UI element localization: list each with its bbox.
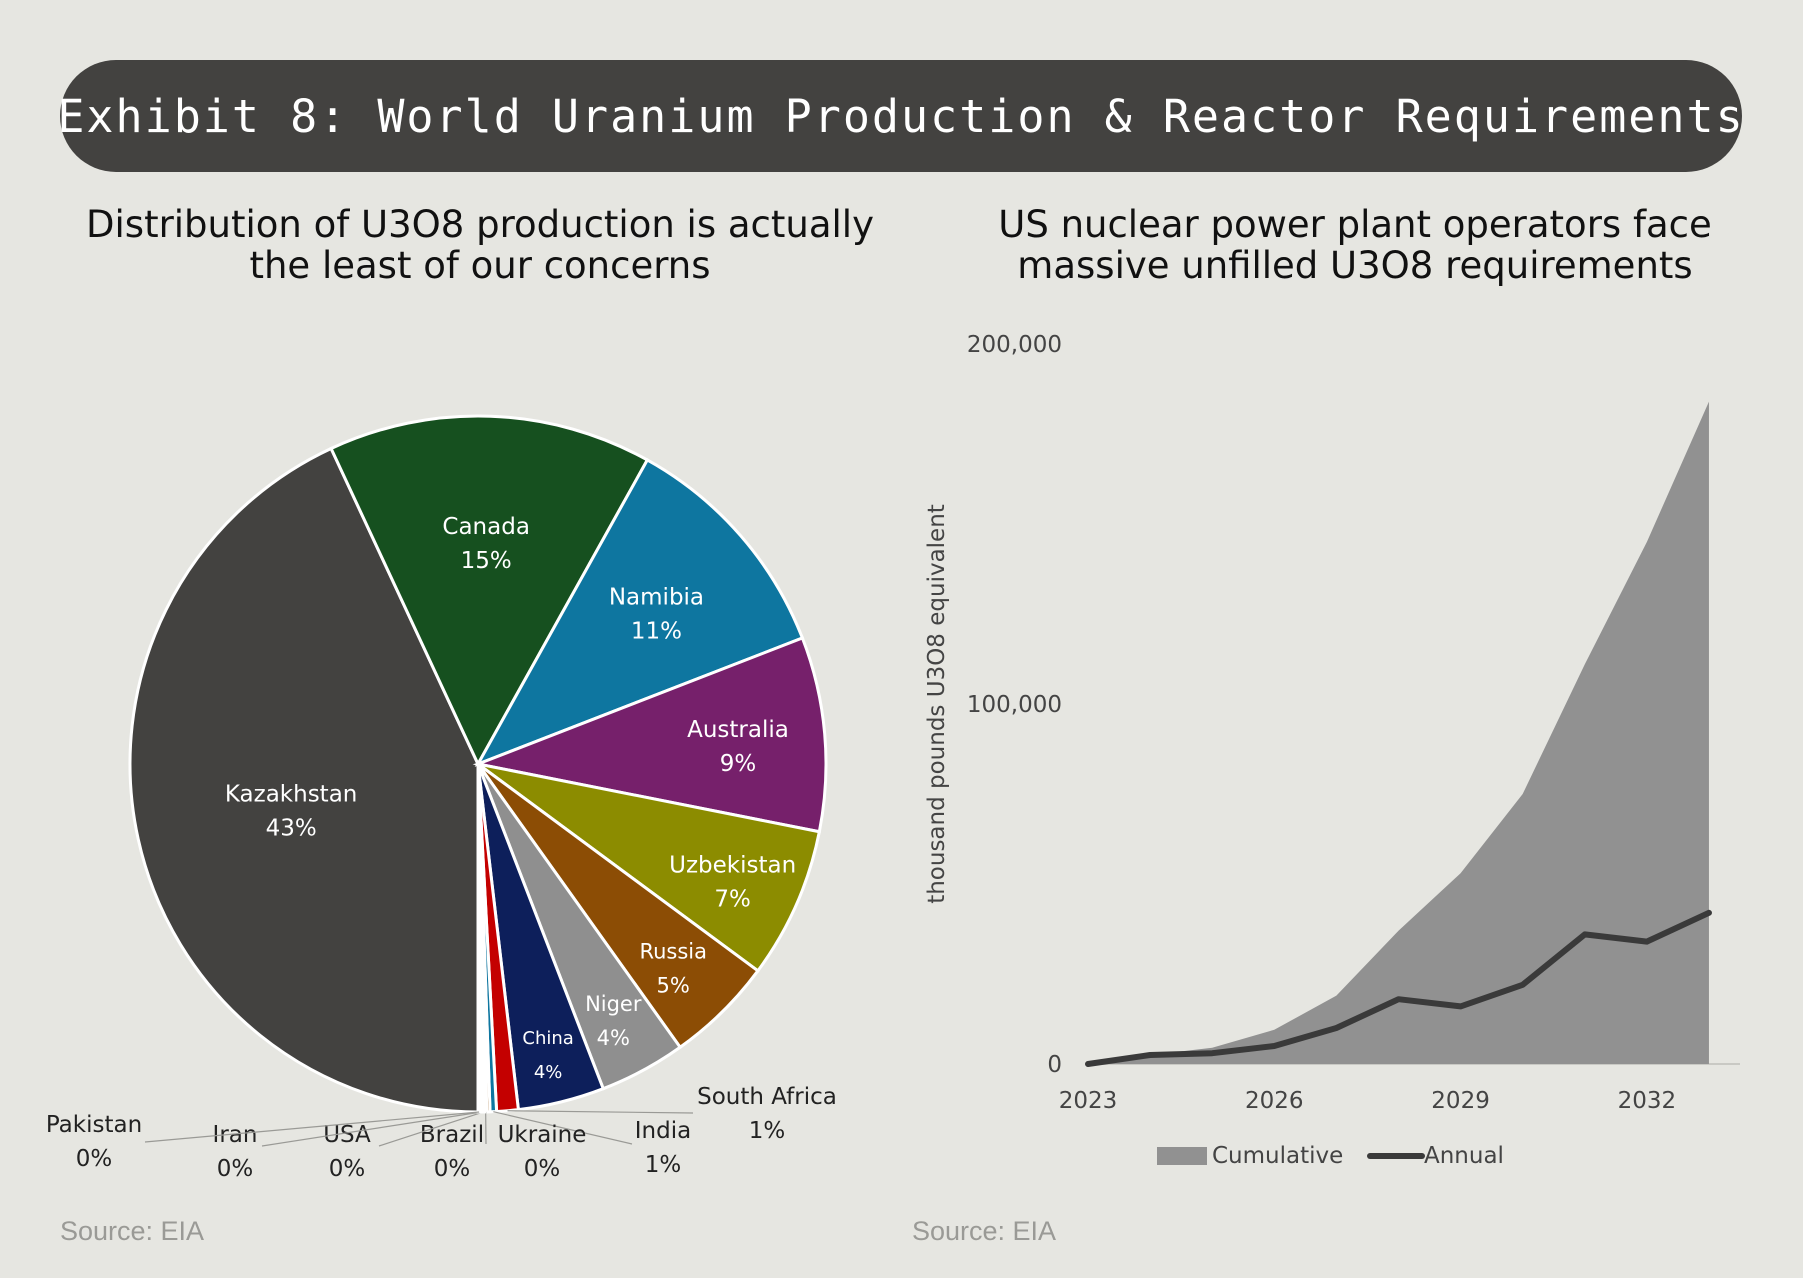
- y-axis-label: thousand pounds U3O8 equivalent: [924, 504, 950, 904]
- pie-label-kazakhstan: Kazakhstan: [225, 781, 358, 807]
- exhibit-title: Exhibit 8: World Uranium Production & Re…: [57, 89, 1745, 143]
- pie-value-pakistan: 0%: [76, 1146, 113, 1172]
- x-tick-label-2: 2029: [1431, 1088, 1490, 1114]
- pie-value-niger: 4%: [597, 1026, 630, 1050]
- pie-chart: Kazakhstan 43% Canada 15% Namibia 11% Australi…: [46, 414, 837, 1182]
- y-tick-label-2: 200,000: [967, 332, 1062, 358]
- x-tick-label-0: 2023: [1059, 1088, 1118, 1114]
- pie-slice-canada: [329, 414, 650, 768]
- pie-label-canada: Canada: [442, 514, 530, 540]
- pie-source-note: Source: EIA: [60, 1216, 205, 1246]
- pie-value-canada: 15%: [461, 548, 512, 574]
- area-title-line-2: massive unfilled U3O8 requirements: [1017, 244, 1693, 287]
- pie-value-ukraine: 0%: [524, 1156, 561, 1182]
- pie-leader-iran: [261, 1111, 482, 1147]
- area-source-note: Source: EIA: [912, 1216, 1057, 1246]
- pie-value-iran: 0%: [217, 1156, 254, 1182]
- exhibit-banner: Exhibit 8: World Uranium Production & Re…: [57, 60, 1745, 172]
- pie-leader-south-africa: [507, 1110, 694, 1114]
- pie-label-pakistan: Pakistan: [46, 1112, 142, 1138]
- y-tick-label-1: 100,000: [967, 692, 1062, 718]
- pie-label-china: China: [522, 1028, 573, 1049]
- pie-value-south-africa: 1%: [749, 1118, 786, 1144]
- pie-slice-uzbekistan: [477, 762, 822, 973]
- pie-label-russia: Russia: [639, 939, 707, 963]
- legend-label-annual: Annual: [1424, 1143, 1504, 1169]
- pie-label-south-africa: South Africa: [697, 1084, 837, 1110]
- pie-label-india: India: [635, 1118, 691, 1144]
- area-title-line-1: US nuclear power plant operators face: [998, 203, 1712, 246]
- pie-title-line-1: Distribution of U3O8 production is actua…: [86, 203, 874, 246]
- pie-label-australia: Australia: [687, 717, 789, 743]
- pie-value-kazakhstan: 43%: [266, 815, 317, 841]
- pie-slice-kazakhstan: [128, 446, 480, 1114]
- pie-value-usa: 0%: [329, 1156, 366, 1182]
- annual-line: [1085, 909, 1712, 1067]
- legend-swatch-cumulative: [1157, 1147, 1207, 1165]
- x-tick-label-1: 2026: [1245, 1088, 1304, 1114]
- pie-leader-usa: [378, 1111, 484, 1147]
- pie-value-russia: 5%: [657, 973, 690, 997]
- pie-slice-namibia: [474, 457, 805, 767]
- pie-chart-title: Distribution of U3O8 production is actua…: [40, 204, 920, 286]
- pie-value-namibia: 11%: [631, 619, 682, 645]
- pie-label-niger: Niger: [585, 992, 642, 1016]
- pie-label-brazil: Brazil: [420, 1122, 484, 1148]
- y-tick-label-0: 0: [1047, 1052, 1062, 1078]
- pie-label-uzbekistan: Uzbekistan: [669, 853, 796, 879]
- pie-value-uzbekistan: 7%: [714, 887, 751, 913]
- legend-label-cumulative: Cumulative: [1212, 1143, 1343, 1169]
- pie-slice-australia: [472, 636, 828, 834]
- x-tick-label-3: 2032: [1618, 1088, 1677, 1114]
- pie-label-ukraine: Ukraine: [498, 1122, 587, 1148]
- pie-value-china: 4%: [534, 1062, 563, 1083]
- pie-value-australia: 9%: [720, 751, 757, 777]
- pie-leader-pakistan: [144, 1111, 480, 1143]
- pie-label-namibia: Namibia: [609, 585, 704, 611]
- area-chart-title: US nuclear power plant operators face ma…: [910, 204, 1800, 286]
- cumulative-area: [1088, 401, 1709, 1065]
- pie-value-india: 1%: [645, 1152, 682, 1178]
- pie-leader-india: [493, 1111, 633, 1145]
- pie-value-brazil: 0%: [434, 1156, 471, 1182]
- pie-title-line-2: the least of our concerns: [249, 244, 711, 287]
- area-chart: 0 100,000 200,000 2023 2026 2029 2032 thousand …: [924, 332, 1740, 1169]
